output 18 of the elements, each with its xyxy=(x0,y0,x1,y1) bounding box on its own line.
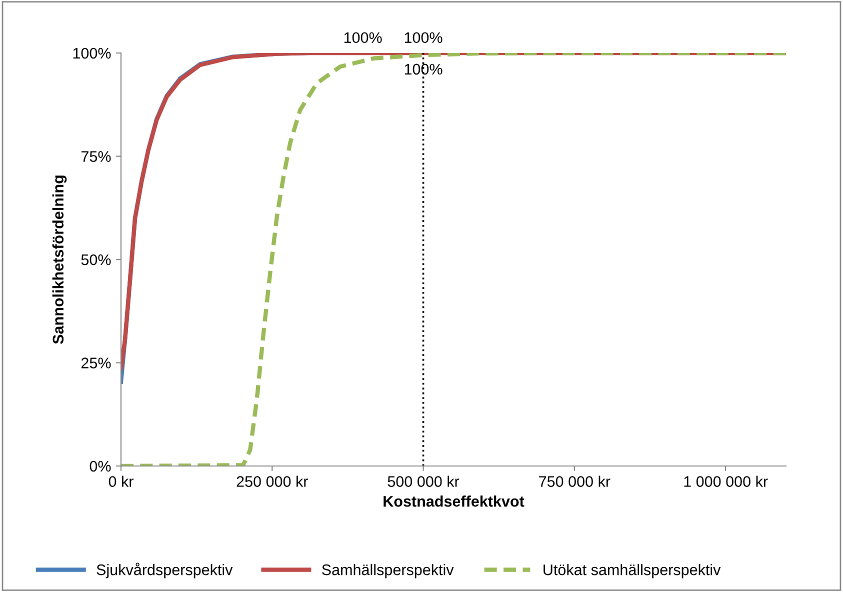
x-tick-label: 1 000 000 kr xyxy=(684,476,768,487)
legend-label: Utökat samhällsperspektiv xyxy=(544,564,721,578)
y-tick-label: 0% xyxy=(90,460,111,472)
x-tick-label: 0 kr xyxy=(108,476,134,487)
y-tick-label: 25% xyxy=(81,358,111,368)
y-tick-label: 75% xyxy=(81,151,111,162)
data-label: 100% xyxy=(404,64,442,75)
data-label: 100% xyxy=(344,32,382,44)
data-label: 100% xyxy=(404,32,442,44)
y-tick-label: 100% xyxy=(73,48,111,59)
x-axis-title: Kostnadseffektkvot xyxy=(384,496,524,507)
x-tick-label: 750 000 kr xyxy=(539,476,610,487)
legend-label: Sjukvårdsperspektiv xyxy=(96,562,233,578)
y-axis-title: Sannolikhetsfördelning xyxy=(52,176,67,344)
y-tick-label: 50% xyxy=(81,254,111,266)
x-tick-label: 250 000 kr xyxy=(236,476,308,487)
x-tick-label: 500 000 kr xyxy=(388,476,460,487)
legend-label: Samhällsperspektiv xyxy=(322,564,454,578)
